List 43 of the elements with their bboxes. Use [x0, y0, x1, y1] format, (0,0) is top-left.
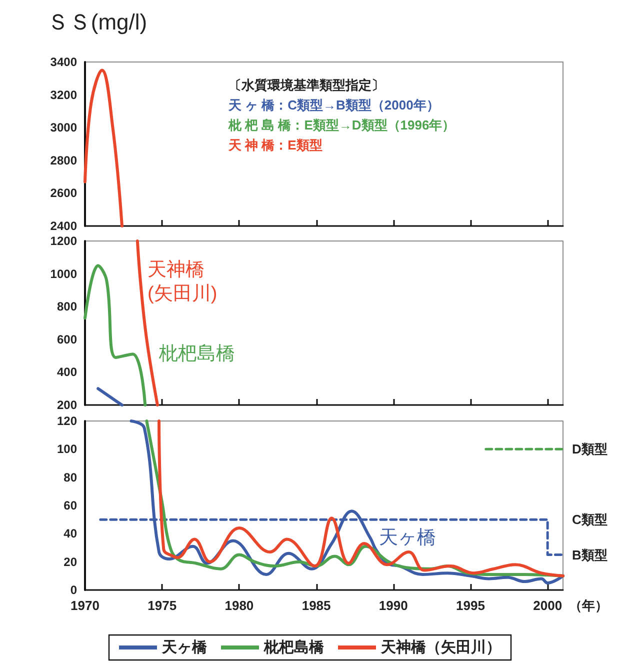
annotation: 天 ヶ 橋：C類型→B類型（2000年） — [227, 98, 440, 112]
y-tick-label: 2800 — [50, 153, 78, 168]
y-tick-label: 3200 — [50, 88, 78, 102]
y-tick-label: 2400 — [50, 219, 78, 233]
y-tick-label: 60 — [64, 498, 78, 512]
x-tick-label: 1990 — [378, 598, 408, 613]
y-tick-label: 0 — [70, 583, 78, 597]
annotation: 枇杷島橋 — [158, 344, 236, 365]
y-tick-label: 3000 — [50, 120, 78, 135]
x-tick-label: 1970 — [70, 598, 100, 613]
y-tick-label: 1000 — [50, 266, 78, 281]
y-tick-label: 1200 — [50, 234, 78, 248]
y-tick-label: 120 — [56, 414, 78, 428]
legend-label: 枇杷島橋 — [263, 639, 325, 656]
y-tick-label: 40 — [64, 526, 78, 541]
annotation: C類型 — [572, 512, 608, 528]
y-tick-label: 20 — [64, 554, 78, 569]
annotation: 天ヶ橋 — [379, 527, 436, 548]
legend-label: 天ヶ橋 — [161, 639, 208, 656]
annotation: 〔水質環境基準類型指定〕 — [228, 78, 384, 92]
y-tick-label: 800 — [56, 300, 78, 314]
y-tick-label: 600 — [56, 332, 78, 346]
line-series — [84, 264, 147, 406]
y-tick-label: 3400 — [50, 55, 78, 69]
annotation: 天 神 橋：E類型 — [227, 138, 322, 152]
y-axis-title: ＳＳ(mg/l) — [46, 10, 148, 34]
y-tick-label: 2600 — [50, 186, 78, 200]
annotation: D類型 — [572, 442, 608, 457]
x-tick-label: 1980 — [224, 598, 254, 613]
x-tick-label: 2000 — [533, 598, 562, 613]
x-tick-label: 1975 — [148, 598, 177, 613]
line-series — [84, 68, 124, 228]
annotation: 天神橋 (矢田川) — [148, 260, 218, 304]
annotation: B類型 — [572, 547, 608, 562]
annotation: 枇 杷 島 橋：E類型→D類型（1996年） — [227, 118, 456, 132]
y-tick-label: 100 — [56, 442, 78, 456]
x-axis-title: （年） — [569, 598, 608, 613]
y-tick-label: 200 — [56, 398, 78, 412]
x-tick-label: 1985 — [302, 598, 331, 613]
x-tick-label: 1995 — [456, 598, 485, 613]
y-tick-label: 80 — [64, 470, 78, 484]
y-tick-label: 400 — [56, 365, 78, 380]
legend-label: 天神橋（矢田川） — [380, 639, 501, 656]
